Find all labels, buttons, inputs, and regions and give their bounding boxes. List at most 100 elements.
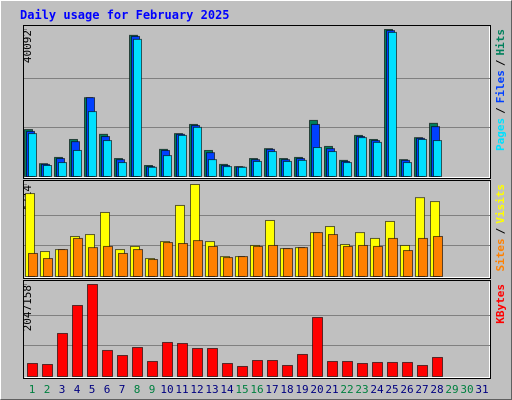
bar: [133, 249, 143, 277]
legend-entry: Files: [494, 70, 507, 103]
bar: [102, 349, 113, 377]
bar: [253, 160, 262, 177]
bar: [193, 240, 203, 278]
bar: [163, 155, 172, 178]
bar: [132, 347, 143, 377]
bar: [223, 257, 233, 277]
bar: [433, 140, 442, 177]
panel-highlight: [24, 181, 490, 278]
bar: [268, 244, 278, 277]
bar: [73, 237, 83, 277]
x-tick-label: 20: [310, 383, 323, 396]
x-tick-label: 8: [134, 383, 141, 396]
x-tick-label: 13: [205, 383, 218, 396]
bar: [118, 252, 128, 277]
bar: [432, 356, 443, 378]
y-tick-label: 2047158: [21, 285, 34, 331]
legend: Pages / Files / Hits: [494, 29, 507, 151]
x-tick-label: 26: [400, 383, 413, 396]
bar: [313, 147, 322, 177]
x-tick-label: 23: [355, 383, 368, 396]
bar: [402, 361, 413, 377]
legend: Sites / Visits: [494, 184, 507, 272]
x-tick-label: 1: [29, 383, 36, 396]
x-tick-label: 25: [385, 383, 398, 396]
bar: [208, 159, 217, 177]
bar: [117, 355, 128, 377]
bar: [358, 137, 367, 177]
bar: [148, 259, 158, 277]
bar: [372, 361, 383, 377]
x-tick-label: 27: [415, 383, 428, 396]
bar: [237, 365, 248, 377]
bar: [27, 363, 38, 377]
x-tick-label: 14: [220, 383, 234, 396]
bar: [328, 234, 338, 278]
bar: [342, 360, 353, 378]
bar: [72, 304, 83, 377]
x-tick-label: 5: [89, 383, 96, 396]
bar: [103, 245, 113, 277]
bar: [343, 245, 353, 277]
bar: [43, 258, 53, 278]
legend-entry: KBytes: [494, 284, 507, 324]
x-tick-label: 18: [280, 383, 293, 396]
bar: [103, 140, 112, 177]
bar: [268, 151, 277, 178]
bar: [192, 348, 203, 378]
x-tick-label: 3: [59, 383, 66, 396]
bar: [403, 162, 412, 178]
x-tick-label: 24: [370, 383, 384, 396]
bar: [118, 162, 127, 178]
bar: [418, 138, 427, 178]
bar: [417, 364, 428, 378]
bar: [28, 133, 37, 177]
bar: [283, 248, 293, 278]
bar: [282, 364, 293, 378]
bar: [222, 363, 233, 377]
x-tick-label: 7: [119, 383, 126, 396]
bar: [388, 237, 398, 277]
bar: [373, 141, 382, 177]
bar: [388, 31, 397, 178]
bar: [87, 284, 98, 377]
bar: [238, 166, 247, 178]
x-tick-label: 28: [430, 383, 443, 396]
panel-highlight: [24, 26, 490, 178]
y-tick-label: 40092: [21, 30, 34, 63]
bar: [252, 360, 263, 377]
bar: [162, 341, 173, 378]
bar: [88, 247, 98, 278]
bar: [177, 343, 188, 378]
x-tick-label: 6: [104, 383, 111, 396]
bar: [57, 332, 68, 378]
x-tick-label: 4: [74, 383, 81, 396]
bar: [207, 348, 218, 378]
bar: [312, 316, 323, 377]
bar: [403, 250, 413, 277]
legend-entry: Pages: [494, 118, 507, 151]
bar: [42, 364, 53, 377]
bar: [223, 166, 232, 177]
legend-entry: Hits: [494, 29, 507, 56]
x-tick-label: 17: [265, 383, 278, 396]
legend-separator: /: [494, 227, 507, 234]
legend-entry: Sites: [494, 238, 507, 271]
bar: [267, 360, 278, 377]
chart-title: Daily usage for February 2025: [20, 8, 230, 22]
bar: [357, 363, 368, 377]
bar: [178, 134, 187, 177]
bar: [148, 166, 157, 178]
bar: [58, 249, 68, 277]
bar: [283, 160, 292, 177]
bar: [178, 243, 188, 277]
bar: [208, 245, 218, 277]
x-tick-label: 15: [235, 383, 248, 396]
x-tick-label: 29: [445, 383, 458, 396]
bar: [387, 361, 398, 377]
legend-entry: Visits: [494, 184, 507, 224]
bar: [433, 235, 443, 277]
bar: [313, 232, 323, 277]
